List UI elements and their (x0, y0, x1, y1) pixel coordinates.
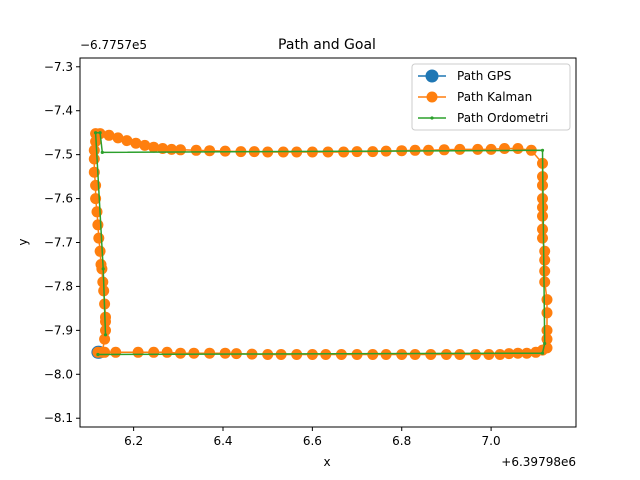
x-axis-label: x (323, 455, 330, 469)
data-point (101, 267, 105, 271)
y-tick-label: −7.8 (44, 279, 73, 293)
data-point (157, 143, 169, 154)
data-point (438, 144, 450, 156)
y-tick-label: −8.1 (44, 411, 73, 425)
data-point (96, 346, 108, 358)
data-point (110, 346, 122, 358)
data-point (512, 143, 524, 154)
data-point (90, 193, 102, 205)
data-point (94, 131, 98, 135)
x-offset-text: +6.39798e6 (501, 455, 576, 469)
legend-marker (426, 91, 438, 103)
data-point (148, 346, 160, 358)
data-point (96, 352, 100, 357)
y-offset-text: −6.7757e5 (80, 38, 147, 52)
data-point (470, 349, 481, 360)
data-point (112, 132, 124, 144)
y-tick-label: −7.5 (44, 148, 73, 162)
x-tick-label: 6.8 (392, 434, 411, 448)
data-point (219, 347, 231, 359)
legend-label: Path Kalman (457, 90, 532, 104)
data-point (99, 333, 111, 345)
data-point (537, 232, 548, 244)
data-point (94, 245, 106, 257)
y-tick-label: −7.6 (44, 192, 73, 206)
y-tick-label: −8.0 (44, 367, 73, 381)
data-point (103, 333, 108, 337)
data-point (540, 148, 545, 152)
y-tick-label: −7.4 (44, 104, 73, 118)
x-tick-label: 6.2 (124, 434, 143, 448)
y-tick-label: −7.3 (44, 60, 73, 74)
data-point (440, 349, 452, 360)
data-point (539, 254, 551, 266)
y-tick-label: −7.9 (44, 323, 73, 337)
data-point (100, 150, 104, 154)
x-tick-label: 6.6 (303, 434, 322, 448)
data-point (204, 145, 216, 157)
chart-title: Path and Goal (278, 37, 376, 53)
data-point (93, 232, 105, 244)
data-point (148, 141, 160, 153)
data-point (139, 139, 151, 151)
axis-ticks: 6.2 6.4 6.6 6.8 7.0 −7.3 −7.4 −7.5 −7.6 −7.7 −7.8 −… (44, 60, 501, 448)
data-point (161, 346, 173, 358)
legend-label: Path GPS (457, 69, 511, 83)
data-point (97, 276, 109, 288)
data-point (454, 349, 466, 360)
data-point (541, 324, 553, 336)
data-point (499, 143, 510, 154)
legend-label: Path Ordometri (457, 111, 548, 125)
data-point (540, 351, 545, 355)
data-point (454, 143, 466, 155)
x-tick-label: 7.0 (482, 434, 501, 448)
data-point (409, 349, 421, 360)
x-tick-label: 6.4 (213, 434, 232, 448)
data-point (483, 349, 495, 360)
data-point (425, 349, 437, 360)
data-point (338, 146, 350, 158)
data-point (98, 131, 102, 135)
data-point (380, 349, 392, 360)
legend: Path GPS Path Kalman Path Ordometri (411, 63, 571, 131)
legend-marker (425, 69, 439, 83)
data-point (541, 294, 553, 306)
data-point (188, 347, 200, 359)
data-point (494, 349, 506, 360)
data-point (175, 347, 186, 359)
data-point (537, 223, 548, 235)
series-path-ordometri (94, 131, 547, 357)
data-point (92, 219, 104, 231)
data-point (130, 137, 142, 149)
data-point (472, 143, 484, 155)
data-point (541, 307, 553, 319)
data-point (121, 135, 133, 147)
legend-marker (430, 116, 434, 120)
y-tick-label: −7.7 (44, 236, 73, 250)
data-point (103, 129, 115, 141)
legend-box (411, 63, 571, 131)
data-point (543, 341, 547, 346)
y-axis-label: y (16, 238, 30, 245)
data-point (190, 144, 202, 156)
data-point (367, 349, 379, 360)
data-point (485, 143, 497, 155)
data-point (539, 245, 551, 257)
data-point (88, 153, 100, 165)
data-point (132, 346, 144, 358)
data-point (351, 349, 363, 360)
data-point (396, 349, 408, 360)
data-point (539, 265, 551, 277)
data-point (204, 347, 216, 359)
